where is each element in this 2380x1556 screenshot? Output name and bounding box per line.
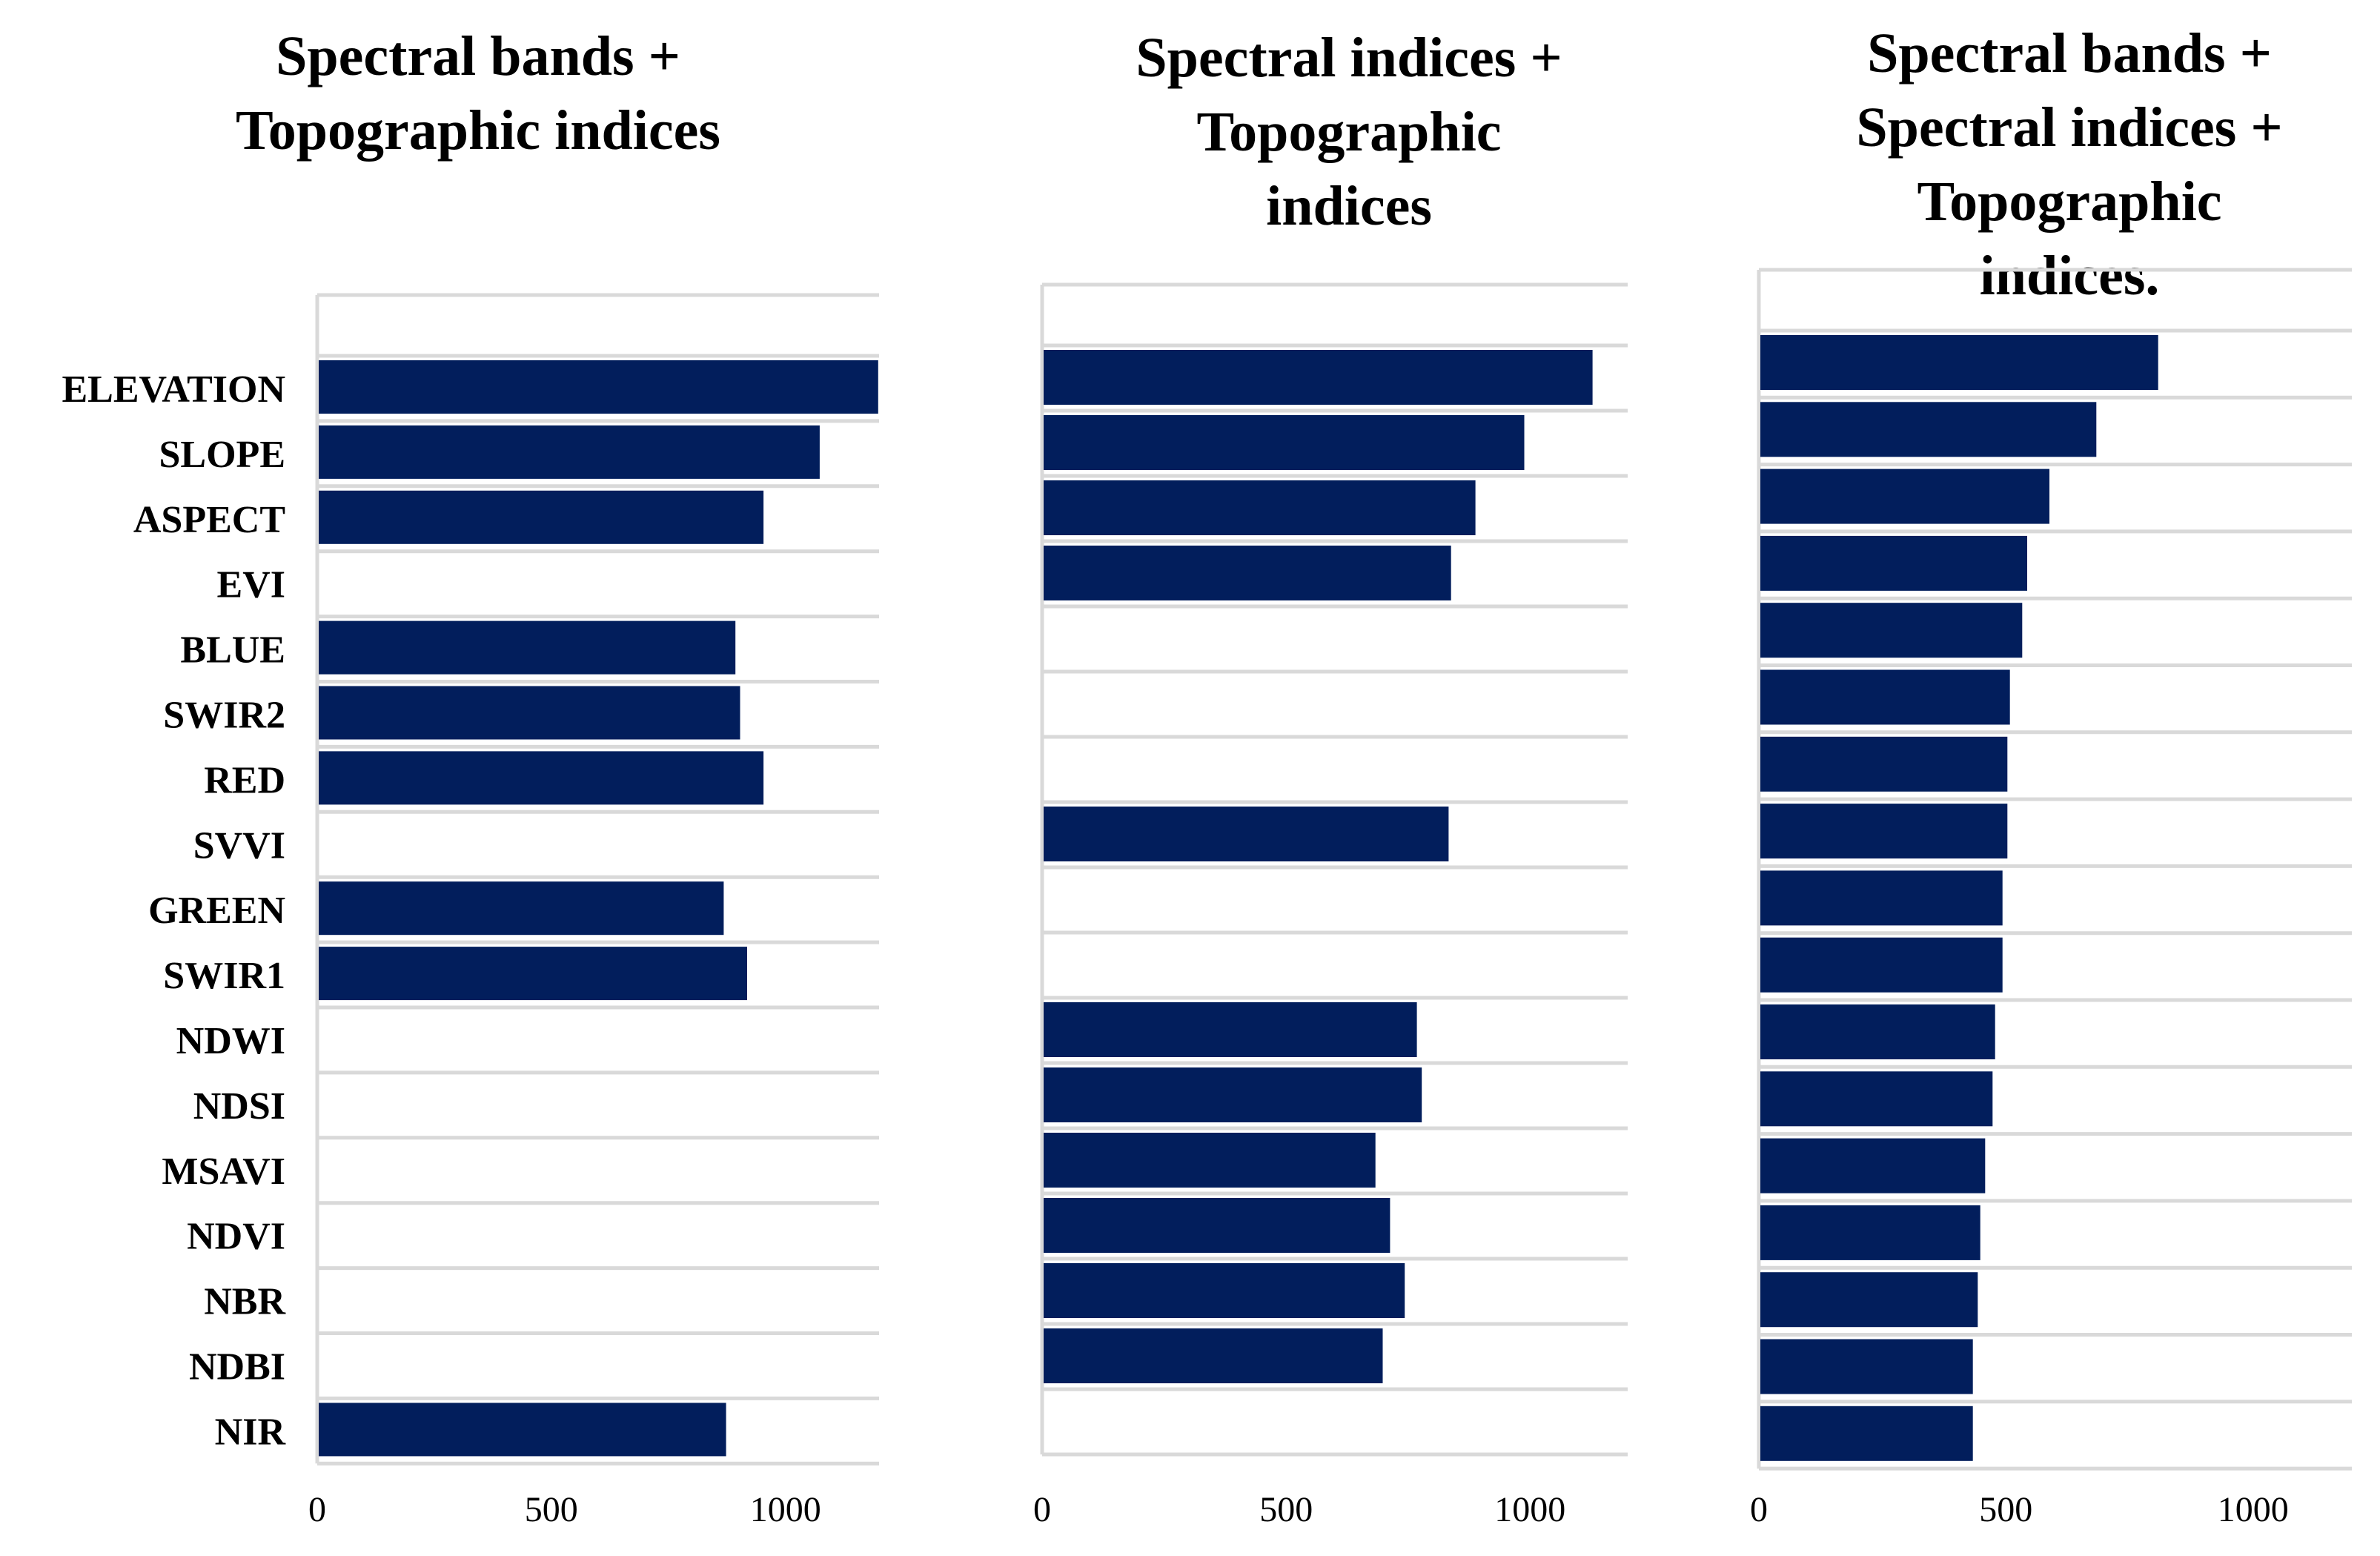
category-label-svvi: SVVI bbox=[193, 824, 285, 867]
x-tick-label: 500 bbox=[1259, 1490, 1313, 1529]
bar-slope bbox=[1044, 415, 1525, 470]
panel-3-title-line: Spectral indices + bbox=[1856, 96, 2283, 159]
panel-3-title-line: indices. bbox=[1979, 245, 2160, 307]
category-label-msavi: MSAVI bbox=[162, 1151, 285, 1193]
bar-evi bbox=[1044, 546, 1451, 600]
x-tick-label: 0 bbox=[1033, 1490, 1051, 1529]
category-label-blue: BLUE bbox=[180, 629, 285, 672]
bar-swir1 bbox=[1760, 937, 2003, 993]
bar-elevation bbox=[1044, 350, 1593, 405]
bar-ndbi bbox=[1044, 1328, 1383, 1383]
category-label-ndvi: NDVI bbox=[187, 1216, 285, 1258]
panel-2-title: Spectral indices + Topographic indices bbox=[830, 21, 1868, 243]
panel-2: 0 500 1000 bbox=[1033, 282, 1628, 1529]
bar-ndwi bbox=[1760, 1004, 1995, 1059]
bar-msavi bbox=[1760, 1138, 1986, 1194]
category-label-nir: NIR bbox=[215, 1411, 287, 1453]
bar-ndsi bbox=[1760, 1071, 1993, 1127]
panel-3: 0 500 1000 bbox=[1750, 268, 2352, 1529]
bar-svvi bbox=[1760, 804, 2008, 859]
bar-green bbox=[319, 881, 724, 936]
panel-2-title-line: Topographic bbox=[1196, 101, 1502, 163]
bar-nbr bbox=[1760, 1272, 1978, 1328]
bar-nir bbox=[319, 1403, 726, 1457]
panel-1-title-line: Spectral bands + bbox=[276, 25, 680, 87]
bar-ndwi bbox=[1044, 1002, 1417, 1057]
category-label-swir2: SWIR2 bbox=[163, 695, 285, 737]
category-label-swir1: SWIR1 bbox=[163, 955, 285, 997]
panel-3-title-line: Spectral bands + bbox=[1867, 22, 2272, 85]
bar-blue bbox=[319, 620, 736, 675]
bar-swir1 bbox=[319, 947, 747, 1001]
panel-1-title: Spectral bands + Topographic indices bbox=[0, 19, 997, 168]
bar-aspect bbox=[319, 490, 764, 544]
panel-3-title-line: Topographic bbox=[1917, 171, 2222, 233]
category-label-red: RED bbox=[204, 759, 285, 801]
bar-elevation bbox=[319, 360, 878, 414]
x-tick-label: 1000 bbox=[2218, 1490, 2289, 1529]
panel-2-title-line: indices bbox=[1266, 175, 1432, 237]
bar-aspect bbox=[1760, 469, 2049, 524]
panel-2-title-line: Spectral indices + bbox=[1136, 27, 1562, 89]
category-label-slope: SLOPE bbox=[159, 434, 286, 476]
bar-msavi bbox=[1044, 1133, 1376, 1188]
x-tick-label: 500 bbox=[1979, 1490, 2032, 1529]
bar-red bbox=[1760, 736, 2008, 792]
category-label-ndwi: NDWI bbox=[176, 1020, 285, 1062]
bar-ndvi bbox=[1760, 1205, 1980, 1260]
bar-blue bbox=[1760, 603, 2023, 658]
x-tick-label: 1000 bbox=[750, 1490, 821, 1529]
bar-nir bbox=[1760, 1406, 1973, 1461]
x-tick-label: 0 bbox=[308, 1490, 326, 1529]
category-label-elevation: ELEVATION bbox=[62, 368, 285, 411]
category-label-nbr: NBR bbox=[204, 1281, 286, 1323]
x-tick-label: 1000 bbox=[1494, 1490, 1565, 1529]
category-label-evi: EVI bbox=[217, 564, 285, 606]
category-label-green: GREEN bbox=[148, 890, 285, 932]
x-tick-label: 500 bbox=[525, 1490, 578, 1529]
category-label-aspect: ASPECT bbox=[133, 499, 285, 541]
x-tick-label: 0 bbox=[1750, 1490, 1768, 1529]
panel-1: ELEVATION SLOPE ASPECT EVI BLUE SWIR2 RED SVVI G… bbox=[62, 293, 879, 1529]
category-label-ndbi: NDBI bbox=[189, 1346, 285, 1388]
bar-swir2 bbox=[319, 686, 740, 740]
bar-aspect bbox=[1044, 480, 1476, 535]
bar-swir2 bbox=[1760, 669, 2010, 725]
bar-elevation bbox=[1760, 335, 2158, 390]
bar-ndbi bbox=[1760, 1339, 1973, 1394]
bar-evi bbox=[1760, 535, 2027, 591]
bar-nbr bbox=[1044, 1263, 1405, 1318]
bar-svvi bbox=[1044, 807, 1449, 861]
panel-1-title-line: Topographic indices bbox=[236, 99, 720, 162]
category-label-ndsi: NDSI bbox=[193, 1085, 285, 1128]
bar-green bbox=[1760, 870, 2003, 926]
bar-ndvi bbox=[1044, 1198, 1390, 1253]
panel-3-title: Spectral bands + Spectral indices + Topogr… bbox=[1551, 16, 2380, 313]
bar-slope bbox=[1760, 402, 2097, 457]
bar-ndsi bbox=[1044, 1067, 1422, 1122]
bar-red bbox=[319, 751, 764, 805]
bar-slope bbox=[319, 425, 820, 479]
